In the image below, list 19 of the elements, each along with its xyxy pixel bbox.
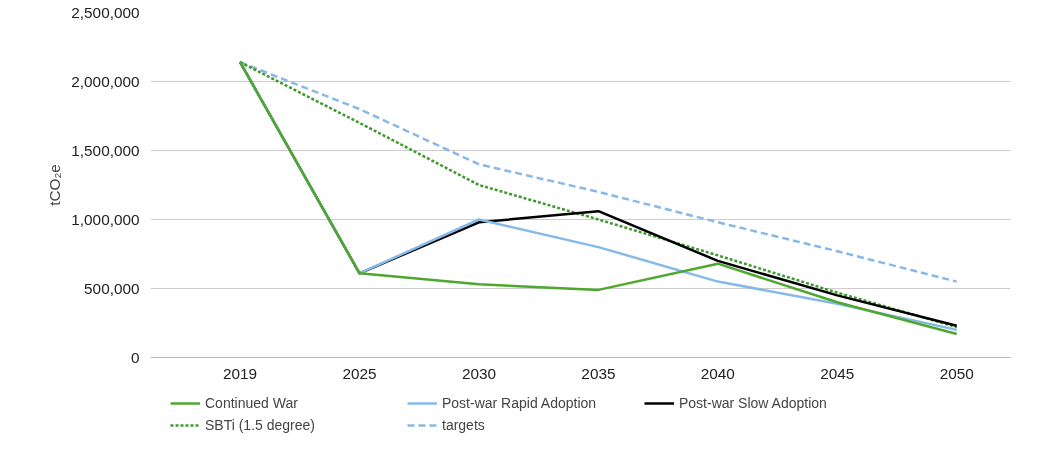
legend-label: Continued War bbox=[205, 395, 299, 411]
y-tick-label: 0 bbox=[130, 348, 140, 366]
x-tick-label: 2019 bbox=[223, 364, 258, 382]
legend-label: Post-war Rapid Adoption bbox=[442, 395, 598, 411]
x-tick-label: 2030 bbox=[461, 364, 497, 382]
y-tick-label: 500,000 bbox=[84, 279, 140, 297]
x-tick-label: 2035 bbox=[581, 364, 616, 382]
y-tick-label: 2,500,000 bbox=[71, 3, 140, 21]
y-tick-label: 1,000,000 bbox=[71, 210, 140, 228]
x-tick-label: 2025 bbox=[342, 364, 377, 382]
x-tick-label: 2045 bbox=[820, 364, 855, 382]
legend-label: SBTi (1.5 degree) bbox=[205, 417, 316, 433]
legend-label: targets bbox=[442, 417, 486, 433]
y-tick-label: 1,500,000 bbox=[71, 141, 140, 159]
legend-label: Post-war Slow Adoption bbox=[679, 395, 828, 411]
x-tick-label: 2050 bbox=[939, 364, 974, 382]
y-tick-label: 2,000,000 bbox=[71, 72, 140, 90]
x-tick-label: 2040 bbox=[700, 364, 735, 382]
y-axis-title: tCO₂e bbox=[46, 164, 64, 206]
